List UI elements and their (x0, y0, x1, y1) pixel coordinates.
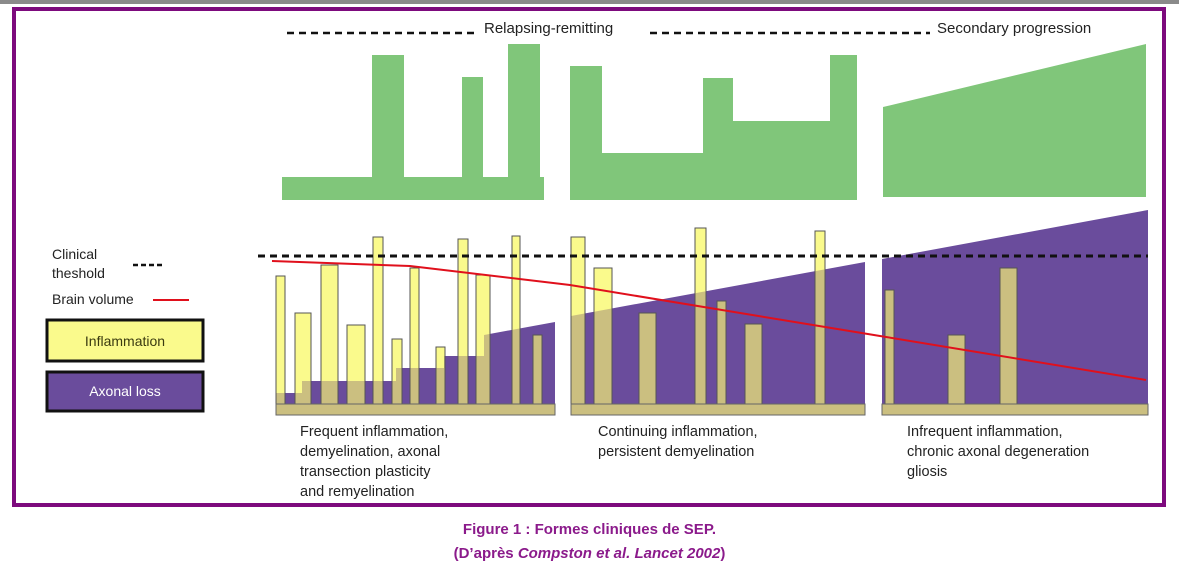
caption-line: Frequent inflammation, (300, 424, 448, 440)
page-top-edge (0, 0, 1179, 4)
caption-panel-2: Continuing inflammation, persistent demy… (598, 424, 758, 460)
figure-caption-title: Figure 1 : Formes cliniques de SEP. (462, 521, 717, 538)
disability-panel-2 (570, 55, 857, 200)
caption-line: gliosis (907, 464, 947, 480)
legend-threshold-label: theshold (52, 265, 105, 281)
phase-secondary-progression: Secondary progression (937, 20, 1091, 37)
floor-panel-3 (881, 403, 1149, 416)
caption-line: chronic axonal degeneration (907, 444, 1089, 460)
floor-panel-1 (275, 403, 556, 416)
source-prefix: (D’après (453, 545, 518, 562)
inflammation-bars (275, 227, 1018, 416)
legend-inflammation-label: Inflammation (85, 333, 165, 349)
caption-line: demyelination, axonal (300, 444, 440, 460)
inflammation-bar-overlap (814, 262, 826, 415)
brain-volume-line (271, 260, 1147, 381)
caption-line: transection plasticity (300, 464, 431, 480)
caption-line: Infrequent inflammation, (907, 424, 1063, 440)
floor-panel-2 (570, 403, 866, 416)
disability-panel-3 (883, 44, 1146, 197)
inflammation-bar-overlap (532, 334, 543, 415)
legend-axonal-loss-label: Axonal loss (89, 383, 161, 399)
caption-panel-3: Infrequent inflammation, chronic axonal … (907, 424, 1089, 480)
inflammation-bar-overlap (638, 312, 657, 415)
legend-clinical-label: Clinical (52, 246, 97, 262)
source-suffix: ) (720, 545, 726, 562)
inflammation-bar-overlap (716, 300, 727, 415)
inflammation-bar-overlap (694, 262, 707, 415)
source-citation: Compston et al. Lancet 2002 (517, 545, 721, 562)
figure-caption-source: (D’après Compston et al. Lancet 2002) (0, 545, 1179, 562)
caption-panel-1: Frequent inflammation, demyelination, ax… (300, 424, 448, 500)
inflammation-bar-overlap (884, 289, 895, 415)
inflammation-bar-overlap (744, 323, 763, 415)
caption-line: persistent demyelination (598, 444, 754, 460)
legend-brain-volume-label: Brain volume (52, 291, 134, 307)
caption-line: Continuing inflammation, (598, 424, 758, 440)
caption-line: and remyelination (300, 484, 414, 500)
legend-axonal-loss-box (45, 370, 205, 413)
disability-profile (282, 44, 1146, 200)
disability-panel-1 (282, 44, 544, 200)
inflammation-bar-overlap (947, 334, 966, 415)
legend-inflammation-box (45, 318, 205, 363)
inflammation-bar-overlap (999, 267, 1018, 415)
phase-relapsing-remitting: Relapsing-remitting (484, 20, 613, 37)
figure-frame (12, 7, 1166, 507)
